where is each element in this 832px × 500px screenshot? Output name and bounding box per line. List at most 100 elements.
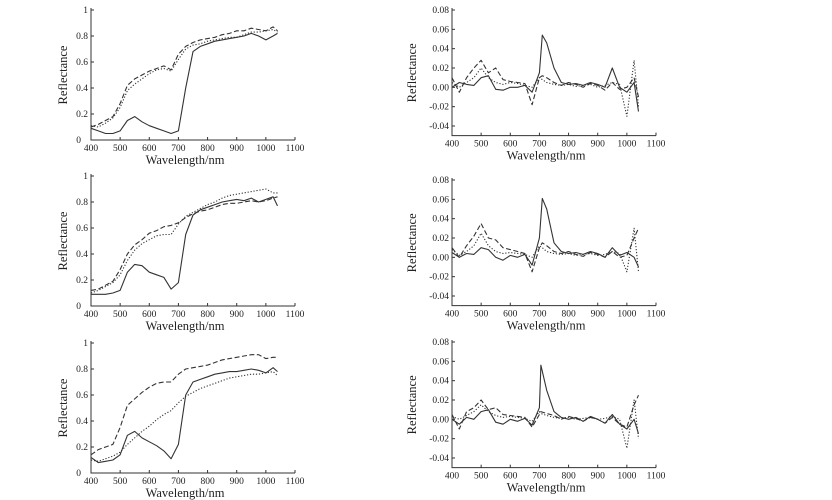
x-tick-label: 700 xyxy=(171,477,186,487)
series-line-dashed xyxy=(90,354,278,456)
subplot-3: 400 500 600 700 800 900 1000 1100 0 0.2 0.4 0.6 0.8 1… xyxy=(56,172,305,333)
y-tick-label: 0.06 xyxy=(432,357,449,367)
y-axis-label: Reflectance xyxy=(405,213,419,272)
y-tick-label: 0.6 xyxy=(76,391,88,401)
subplot-6: 400 500 600 700 800 900 1000 1100 -0.04 -0.02 0.00… xyxy=(405,338,666,495)
y-tick-label: 0.00 xyxy=(432,253,449,263)
x-tick-label: 800 xyxy=(561,310,576,320)
subplot-1: 400 500 600 700 800 900 1000 1100 0 0.2 0.4 0.6 0.8 1… xyxy=(56,6,305,167)
x-tick-label: 1100 xyxy=(286,144,305,154)
x-tick-label: 600 xyxy=(142,144,157,154)
y-tick-label: 0 xyxy=(76,302,81,312)
y-tick-label: 1 xyxy=(83,172,88,182)
x-tick-label: 400 xyxy=(84,310,99,320)
y-tick-label: 0.02 xyxy=(432,64,449,74)
series-line-solid xyxy=(90,367,278,464)
x-tick-label: 900 xyxy=(230,477,245,487)
x-tick-label: 1000 xyxy=(617,140,636,150)
y-tick-label: 0 xyxy=(76,469,81,479)
x-tick-label: 500 xyxy=(474,472,489,482)
x-tick-label: 800 xyxy=(561,472,576,482)
x-tick-label: 600 xyxy=(503,140,518,150)
series-line-dashed xyxy=(90,26,278,128)
y-axis-label: Reflectance xyxy=(405,375,419,434)
series-line-dotted xyxy=(90,371,278,462)
x-tick-label: 400 xyxy=(84,477,99,487)
axes xyxy=(451,340,656,469)
x-tick-label: 500 xyxy=(113,477,128,487)
x-tick-label: 700 xyxy=(171,144,186,154)
x-axis-label: Wavelength/nm xyxy=(507,481,586,495)
x-tick-label: 500 xyxy=(113,310,128,320)
y-axis-label: Reflectance xyxy=(56,211,70,270)
axes xyxy=(90,341,295,474)
x-tick-label: 900 xyxy=(230,144,245,154)
x-tick-label: 1000 xyxy=(256,144,275,154)
x-tick-label: 1000 xyxy=(256,477,275,487)
x-axis-label: Wavelength/nm xyxy=(146,319,225,333)
y-tick-label: -0.04 xyxy=(429,122,449,132)
x-tick-label: 1100 xyxy=(647,472,666,482)
y-tick-label: 0 xyxy=(76,136,81,146)
x-tick-label: 600 xyxy=(503,472,518,482)
x-tick-label: 900 xyxy=(591,140,606,150)
series-line-dotted xyxy=(451,227,640,273)
x-axis-label: Wavelength/nm xyxy=(146,153,225,167)
y-tick-label: 0.6 xyxy=(76,224,88,234)
y-tick-label: 1 xyxy=(83,339,88,349)
y-tick-label: 0.08 xyxy=(432,176,449,186)
y-tick-label: 0.8 xyxy=(76,198,88,208)
y-tick-label: 0.04 xyxy=(432,45,449,55)
axes xyxy=(451,178,656,307)
x-tick-label: 1100 xyxy=(286,310,305,320)
series-line-dashed xyxy=(451,222,640,273)
x-tick-label: 700 xyxy=(171,310,186,320)
y-tick-label: 0.08 xyxy=(432,338,449,348)
subplot-5: 400 500 600 700 800 900 1000 1100 0 0.2 0.4 0.6 0.8 1… xyxy=(56,339,305,500)
y-axis-label: Reflectance xyxy=(56,45,70,104)
x-tick-label: 500 xyxy=(474,310,489,320)
x-axis-label: Wavelength/nm xyxy=(507,149,586,163)
axes xyxy=(451,8,656,137)
y-tick-label: -0.02 xyxy=(429,435,449,445)
y-tick-label: -0.04 xyxy=(429,454,449,464)
y-tick-label: 0.8 xyxy=(76,365,88,375)
series-line-solid xyxy=(451,364,640,434)
x-axis-label: Wavelength/nm xyxy=(507,319,586,333)
x-tick-label: 1000 xyxy=(256,310,275,320)
y-tick-label: -0.04 xyxy=(429,292,449,302)
series-line-dashed xyxy=(90,196,278,291)
y-axis-label: Reflectance xyxy=(405,43,419,102)
x-tick-label: 600 xyxy=(503,310,518,320)
axes xyxy=(90,8,295,141)
x-tick-label: 400 xyxy=(84,144,99,154)
series-line-dashed xyxy=(451,59,640,106)
x-tick-label: 800 xyxy=(200,310,215,320)
x-tick-label: 600 xyxy=(142,477,157,487)
x-tick-label: 900 xyxy=(591,472,606,482)
y-tick-label: -0.02 xyxy=(429,273,449,283)
x-tick-label: 400 xyxy=(445,472,460,482)
y-tick-label: 0.4 xyxy=(76,84,88,94)
series-line-solid xyxy=(451,34,640,112)
y-tick-label: 0.4 xyxy=(76,250,88,260)
x-tick-label: 500 xyxy=(113,144,128,154)
y-tick-label: 0.04 xyxy=(432,377,449,387)
x-tick-label: 400 xyxy=(445,140,460,150)
x-tick-label: 700 xyxy=(532,310,547,320)
x-tick-label: 600 xyxy=(142,310,157,320)
x-tick-label: 800 xyxy=(200,477,215,487)
x-tick-label: 800 xyxy=(561,140,576,150)
x-tick-label: 1000 xyxy=(617,310,636,320)
x-tick-label: 500 xyxy=(474,140,489,150)
x-axis-label: Wavelength/nm xyxy=(146,486,225,500)
y-tick-label: 0.6 xyxy=(76,58,88,68)
series-line-dotted xyxy=(451,399,640,449)
x-tick-label: 900 xyxy=(230,310,245,320)
y-tick-label: 0.02 xyxy=(432,234,449,244)
series-line-solid xyxy=(90,32,278,135)
x-tick-label: 700 xyxy=(532,140,547,150)
y-tick-label: 0.02 xyxy=(432,396,449,406)
series-line-dotted xyxy=(90,28,278,128)
x-tick-label: 1100 xyxy=(286,477,305,487)
